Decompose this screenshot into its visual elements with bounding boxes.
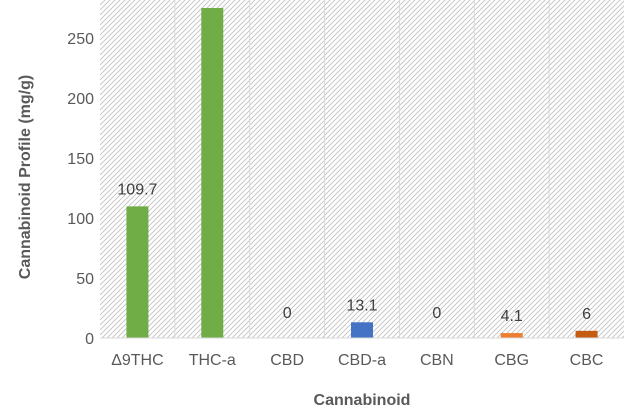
data-labels: 109.7 0 13.1 0 4.1 6 [117, 181, 591, 325]
y-tick-label: 100 [67, 211, 94, 228]
data-label: 6 [582, 306, 591, 323]
x-tick-label: Δ9THC [111, 352, 163, 369]
data-label: 0 [283, 305, 292, 322]
x-tick-label: CBD [270, 352, 304, 369]
y-tick-label: 50 [76, 271, 94, 288]
bar-cbd-a [351, 322, 373, 338]
x-tick-label: THC-a [189, 352, 236, 369]
y-tick-label: 150 [67, 151, 94, 168]
plot-area [100, 0, 624, 338]
category-gridlines [174, 0, 550, 338]
x-tick-label: CBD-a [338, 352, 386, 369]
bar-thc-a [201, 8, 224, 338]
data-label: 4.1 [501, 308, 523, 325]
data-label: 0 [432, 305, 441, 322]
y-tick-label: 250 [67, 31, 94, 48]
y-axis-title: Cannabinoid Profile (mg/g) [17, 75, 34, 279]
y-tick-label: 0 [85, 331, 94, 348]
x-tick-label: CBC [570, 352, 604, 369]
bar--9thc [126, 206, 149, 338]
y-axis-ticks: 0 50 100 150 200 250 [67, 31, 94, 348]
data-label: 13.1 [346, 297, 377, 314]
bar-cbc [575, 330, 598, 338]
bar-cbg [500, 333, 523, 338]
data-label: 109.7 [117, 181, 157, 198]
bars [126, 8, 598, 338]
x-tick-label: CBN [420, 352, 454, 369]
x-axis-title: Cannabinoid [314, 392, 411, 409]
x-tick-label: CBG [494, 352, 529, 369]
y-tick-label: 200 [67, 91, 94, 108]
x-axis-ticks: Δ9THC THC-a CBD CBD-a CBN CBG CBC [111, 352, 603, 369]
